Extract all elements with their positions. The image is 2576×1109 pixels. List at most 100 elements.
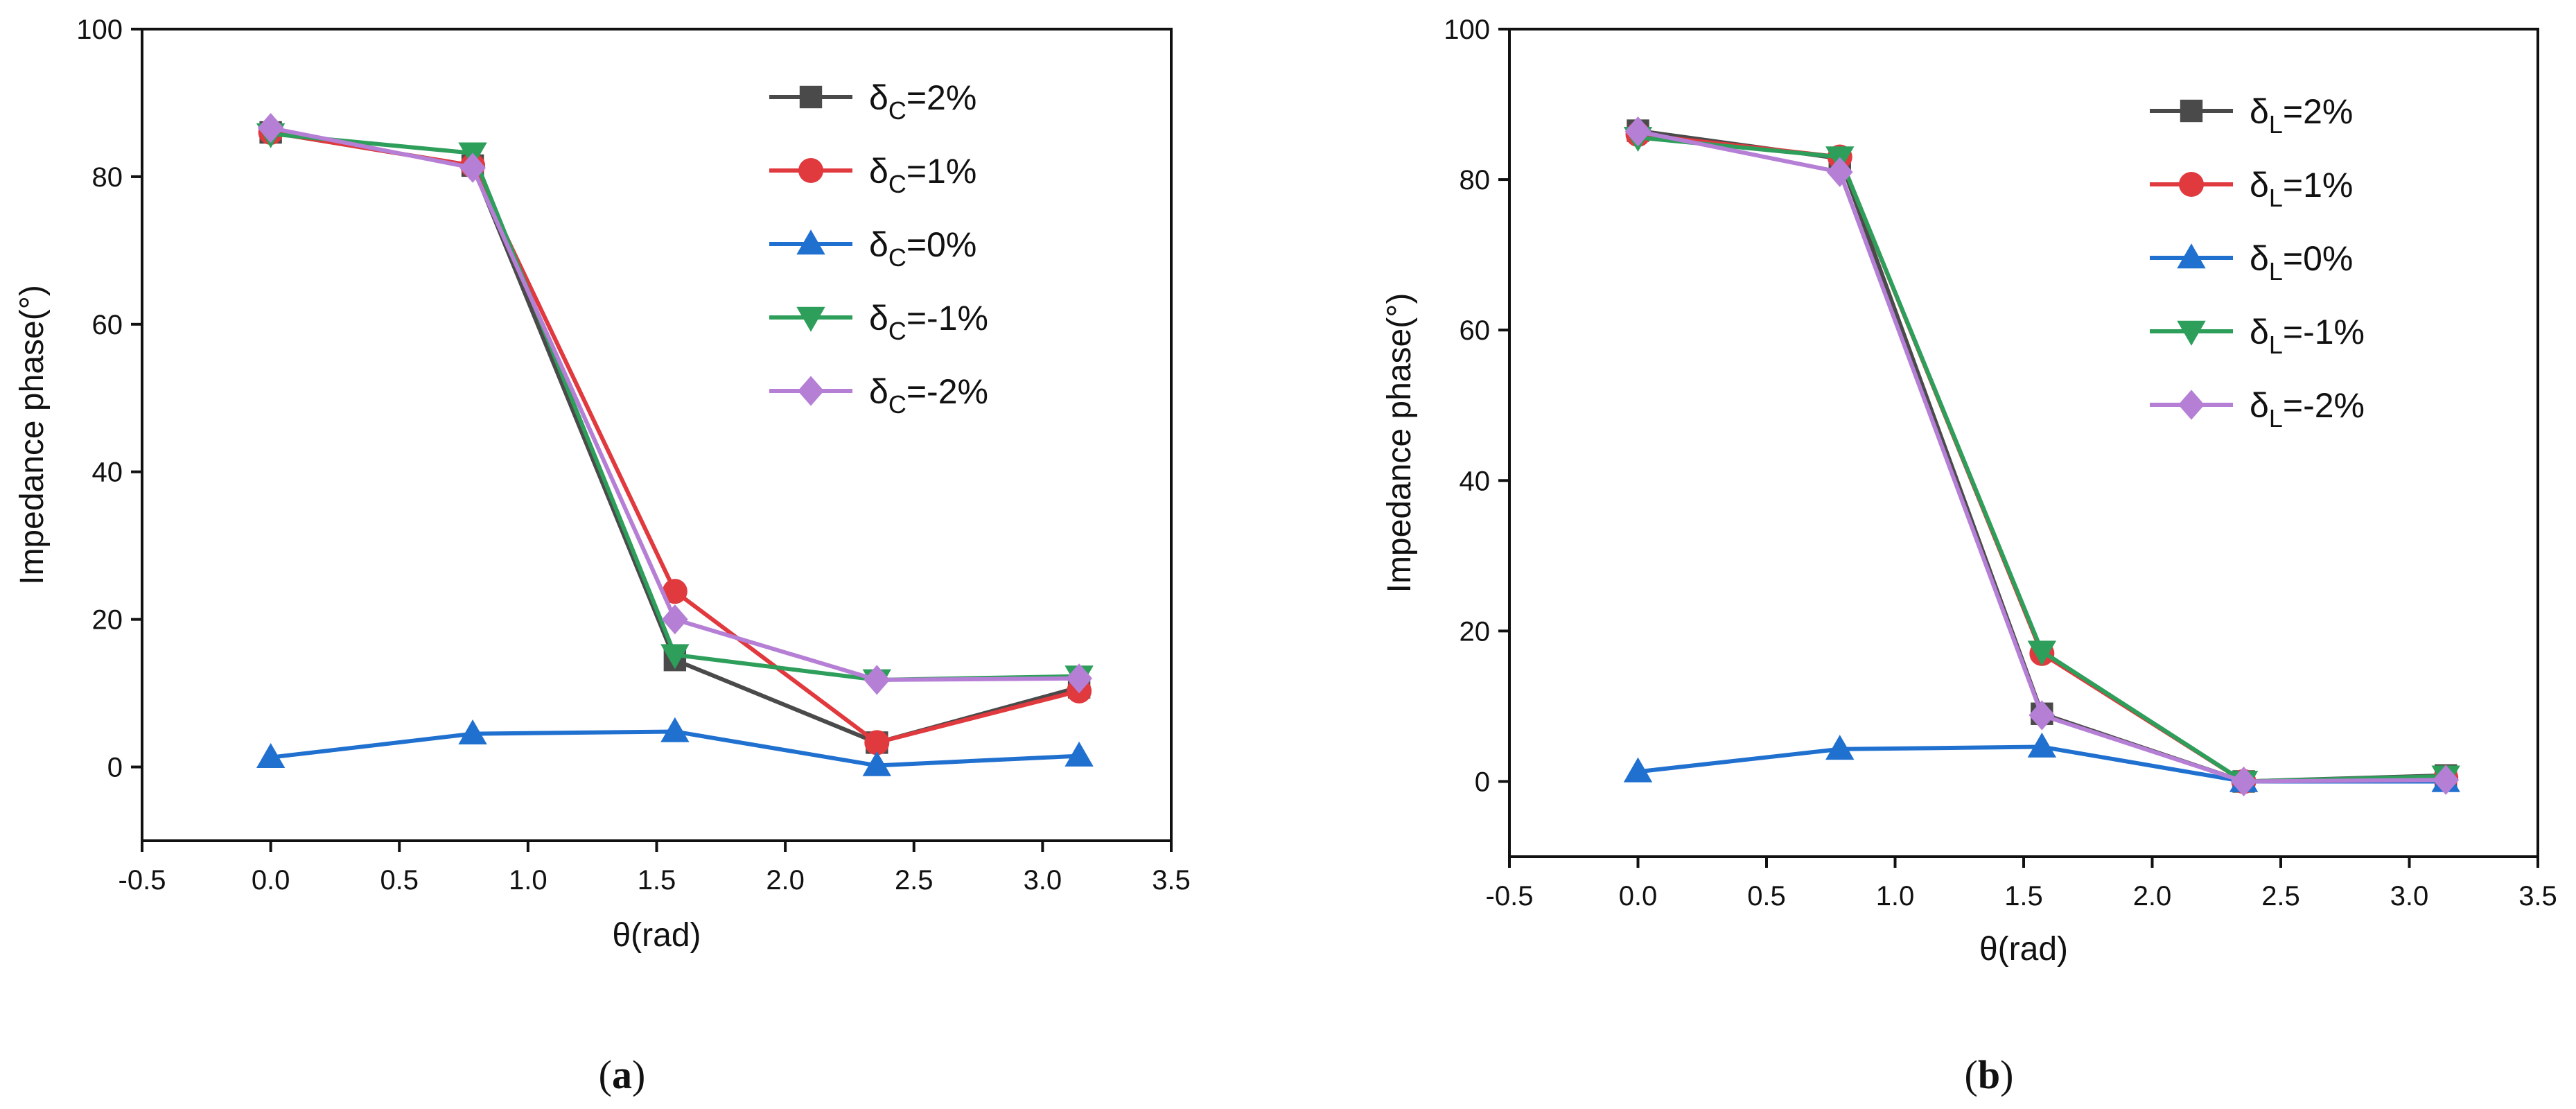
legend-subscript: C	[888, 390, 906, 419]
legend-value: =0%	[2283, 239, 2353, 278]
x-tick-label: 3.5	[1152, 865, 1191, 896]
data-point-series-3	[458, 719, 487, 744]
y-tick-label: 60	[1460, 315, 1491, 346]
legend-value: =2%	[2283, 92, 2353, 131]
data-point-series-5	[2433, 765, 2460, 795]
y-axis-title: Impedance phase(°)	[14, 285, 51, 585]
legend-label-1: δC=2%	[869, 78, 976, 125]
data-point-series-3	[256, 743, 286, 769]
legend-label-4: δL=-1%	[2250, 313, 2365, 359]
x-tick-label: 3.0	[1024, 865, 1062, 896]
legend-label-3: δC=0%	[869, 225, 976, 272]
x-axis-title: θ(rad)	[1979, 931, 2068, 968]
data-point-series-4	[2027, 640, 2057, 666]
plot-frame	[141, 28, 1173, 842]
y-tick-label: 0	[107, 753, 123, 783]
legend-subscript: C	[888, 96, 906, 125]
data-point-series-3	[1825, 735, 1855, 760]
legend-symbol: δ	[2250, 313, 2269, 351]
x-axis-title: θ(rad)	[612, 917, 701, 954]
data-point-series-5	[864, 665, 891, 695]
legend-marker-2	[798, 158, 823, 183]
legend-marker-3	[2177, 243, 2206, 269]
legend-label-5: δL=-2%	[2250, 386, 2365, 433]
legend-symbol: δ	[869, 225, 888, 264]
y-tick-label: 80	[92, 162, 123, 193]
legend-value: =-2%	[906, 372, 988, 411]
data-point-series-5	[2230, 766, 2257, 797]
legend-symbol: δ	[869, 78, 888, 117]
legend-symbol: δ	[2250, 239, 2269, 278]
y-tick-label: 100	[1444, 15, 1490, 45]
legend-symbol: δ	[2250, 386, 2269, 425]
series-line-4	[1638, 135, 2446, 784]
series-line-5	[1637, 129, 2446, 784]
data-point-series-2	[662, 579, 687, 604]
legend-symbol: δ	[2250, 166, 2269, 204]
panel-label-close: )	[632, 1052, 645, 1097]
legend-value: =1%	[906, 152, 976, 191]
legend-value: =0%	[906, 225, 976, 264]
legend-subscript: L	[2269, 257, 2283, 286]
x-tick-label: 2.5	[2261, 881, 2300, 911]
x-tick-label: -0.5	[1486, 881, 1534, 911]
legend-symbol: δ	[2250, 92, 2269, 131]
series-line-1	[1638, 128, 2446, 784]
data-point-series-5	[1624, 116, 1651, 147]
series-line-2	[1638, 132, 2446, 784]
y-tick-label: 40	[1460, 466, 1491, 496]
legend-subscript: L	[2269, 184, 2283, 212]
legend-value: =1%	[2283, 166, 2353, 204]
legend-marker-2	[2179, 172, 2204, 197]
data-point-series-4	[660, 644, 690, 670]
panel-label-open: (	[1965, 1052, 1978, 1097]
data-point-series-5	[459, 152, 486, 183]
legend-value: =-1%	[2283, 313, 2365, 351]
data-point-series-5	[2029, 700, 2056, 731]
x-tick-label: 1.5	[2004, 881, 2043, 911]
data-point-series-5	[1066, 663, 1092, 694]
x-tick-label: -0.5	[119, 865, 166, 896]
legend: δC=2%δC=1%δC=0%δC=-1%δC=-2%	[769, 78, 988, 419]
x-tick-label: 0.0	[252, 865, 290, 896]
x-tick-label: 1.0	[509, 865, 547, 896]
panel-label-close: )	[2000, 1052, 2013, 1097]
legend-value: =-1%	[906, 299, 988, 338]
panel-label: (b)	[1965, 1052, 2014, 1097]
data-point-series-5	[257, 113, 284, 143]
legend-subscript: L	[2269, 110, 2283, 139]
y-tick-label: 20	[1460, 616, 1491, 647]
legend-subscript: C	[888, 317, 906, 345]
panel-label-open: (	[599, 1052, 612, 1097]
legend-marker-1	[2180, 99, 2203, 123]
data-point-series-3	[1064, 741, 1094, 767]
legend-marker-1	[799, 85, 823, 109]
data-point-series-3	[862, 751, 891, 776]
legend-label-5: δC=-2%	[869, 372, 988, 419]
legend-subscript: L	[2269, 331, 2283, 359]
legend-label-2: δC=1%	[869, 152, 976, 198]
x-tick-label: 3.0	[2390, 881, 2429, 911]
legend-value: =2%	[906, 78, 976, 117]
y-tick-label: 60	[92, 310, 123, 340]
legend-label-2: δL=1%	[2250, 166, 2353, 212]
panel-label-letter: b	[1978, 1052, 2000, 1097]
legend-subscript: C	[888, 170, 906, 198]
y-axis-title: Impedance phase(°)	[1381, 293, 1418, 593]
data-point-series-5	[1826, 157, 1853, 187]
data-point-series-3	[1623, 757, 1653, 783]
legend-marker-4	[2177, 320, 2206, 346]
legend-symbol: δ	[869, 372, 888, 411]
legend-label-1: δL=2%	[2250, 92, 2353, 139]
x-tick-label: 1.5	[638, 865, 676, 896]
legend-marker-5	[798, 376, 824, 406]
legend-marker-3	[796, 229, 825, 255]
data-point-series-2	[864, 730, 890, 756]
legend-label-4: δC=-1%	[869, 299, 988, 345]
y-tick-label: 80	[1460, 165, 1491, 195]
legend-marker-5	[2178, 390, 2205, 420]
x-tick-label: 0.5	[380, 865, 419, 896]
legend-symbol: δ	[869, 299, 888, 338]
data-point-series-5	[661, 604, 688, 635]
panel-label: (a)	[599, 1052, 646, 1097]
